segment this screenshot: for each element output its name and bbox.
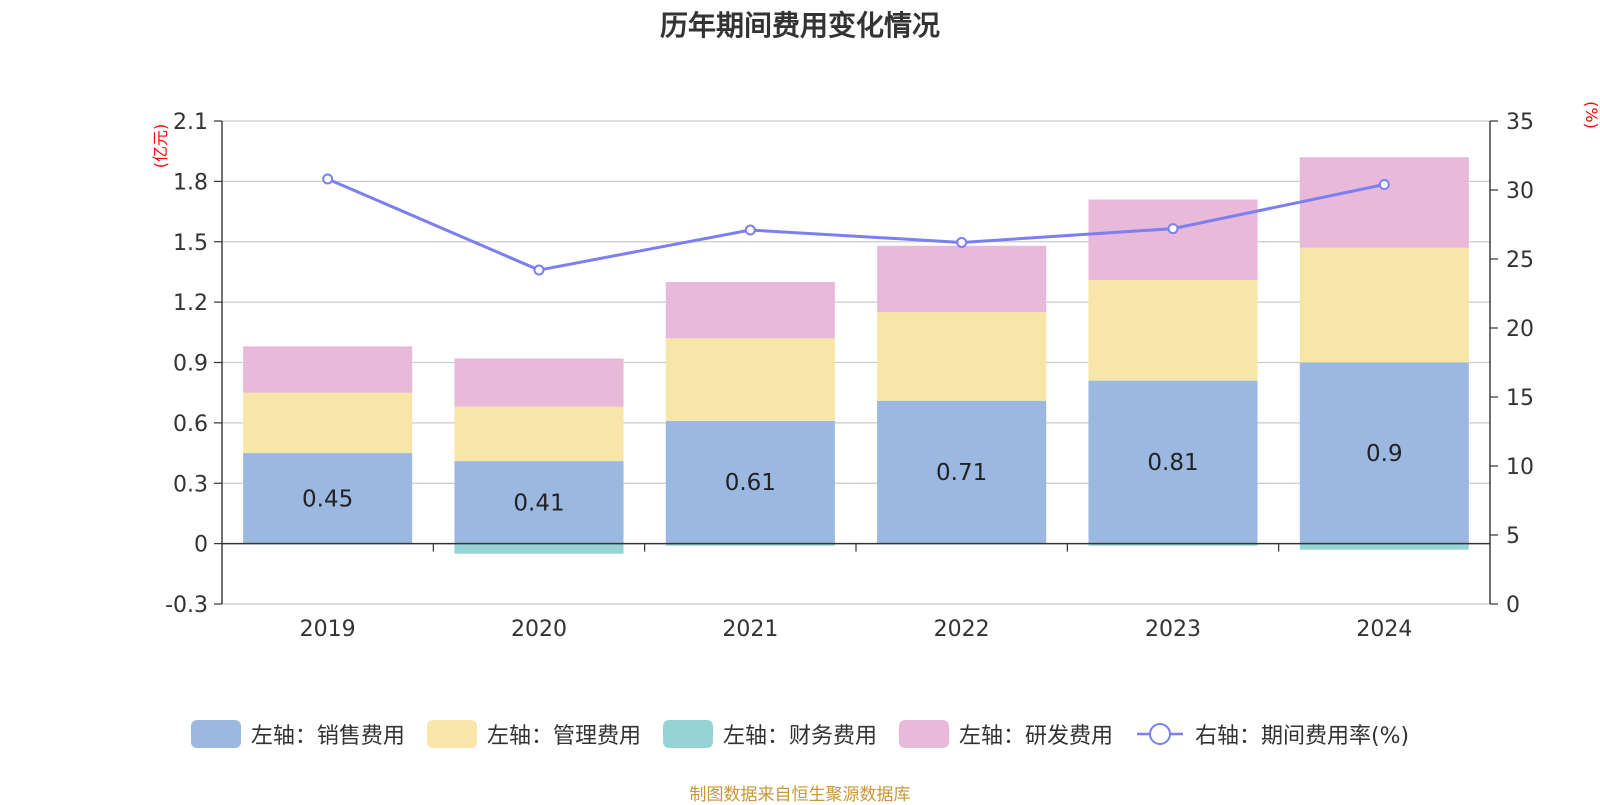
left-axis-tick-label: 0: [194, 533, 208, 558]
bar-data-label: 0.81: [1147, 450, 1198, 476]
left-axis-tick-label: 2.1: [173, 110, 208, 135]
legend-swatch: [426, 720, 477, 748]
bar-2023-series-0[interactable]: [1088, 380, 1258, 544]
right-axis-tick-label: 35: [1506, 110, 1534, 135]
legend-swatch: [190, 720, 241, 748]
bar-data-label: 0.41: [513, 490, 564, 516]
right-axis-tick-label: 15: [1506, 386, 1534, 411]
right-axis-tick-label: 20: [1506, 317, 1534, 342]
left-axis-tick-label: 1.2: [173, 291, 208, 316]
line-point-2021[interactable]: [744, 224, 756, 236]
chart-title: 历年期间费用变化情况: [659, 9, 940, 42]
line-point-2023[interactable]: [1167, 223, 1179, 235]
bar-2024-series-0[interactable]: [1299, 362, 1469, 544]
bar-data-label: 0.71: [936, 460, 987, 486]
legend-item[interactable]: 左轴：研发费用: [898, 718, 1113, 750]
bar-2024-series-2[interactable]: [1299, 543, 1469, 550]
legend-label: 左轴：财务费用: [722, 724, 877, 749]
bar-2021-series-2[interactable]: [665, 543, 835, 546]
legend-label: 左轴：研发费用: [958, 724, 1113, 749]
x-axis-tick-label: 2024: [1356, 617, 1412, 642]
x-axis-tick-label: 2022: [934, 617, 990, 642]
left-axis-unit: (亿元): [151, 124, 170, 169]
bar-2024-series-1[interactable]: [1299, 247, 1469, 363]
x-axis-tick-label: 2023: [1145, 617, 1201, 642]
bar-2020-series-1[interactable]: [454, 406, 624, 462]
right-axis-tick-label: 10: [1506, 455, 1534, 480]
bar-2023-series-1[interactable]: [1088, 279, 1258, 381]
bar-2024-series-3[interactable]: [1299, 157, 1469, 248]
left-axis-tick-label: 0.3: [173, 472, 208, 497]
x-axis-tick-label: 2020: [511, 617, 567, 642]
left-axis-tick-label: 0.9: [173, 352, 208, 377]
legend-label: 右轴：期间费用率(%): [1194, 724, 1410, 749]
left-axis-tick-label: 0.6: [173, 412, 208, 437]
legend-swatch: [898, 720, 949, 748]
bar-2019-series-0[interactable]: [243, 453, 413, 544]
left-axis-tick-label: -0.3: [165, 593, 208, 618]
chart-legend: 左轴：销售费用 左轴：管理费用 左轴：财务费用 左轴：研发费用 右轴：期间费用率(%): [0, 718, 1600, 750]
bar-data-label: 0.61: [725, 470, 776, 496]
legend-item[interactable]: 右轴：期间费用率(%): [1135, 718, 1409, 750]
legend-label: 左轴：管理费用: [486, 724, 641, 749]
bar-2022-series-3[interactable]: [877, 245, 1047, 313]
legend-swatch: [662, 720, 713, 748]
line-point-2024[interactable]: [1378, 178, 1390, 190]
legend-item[interactable]: 左轴：销售费用: [190, 718, 405, 750]
chart-plot: 2.1 1.8 1.5 1.2 0.9 0.6 0.3 0 -0.3 35 30 25 20 15 10 5 0…: [151, 101, 1600, 642]
legend-line-marker-icon: [1136, 723, 1183, 745]
left-axis-tick-label: 1.8: [173, 170, 208, 195]
line-point-2022[interactable]: [956, 236, 968, 248]
x-axis-tick-label: 2021: [722, 617, 778, 642]
right-axis-tick-label: 0: [1506, 593, 1520, 618]
bar-2020-series-2[interactable]: [454, 543, 624, 554]
bar-2022-series-1[interactable]: [877, 312, 1047, 401]
bar-2023-series-2[interactable]: [1088, 543, 1258, 546]
line-series-rate: [327, 177, 1385, 272]
right-axis-tick-label: 5: [1506, 524, 1520, 549]
source-note: 制图数据来自恒生聚源数据库: [689, 785, 911, 805]
bar-data-label: 0.45: [302, 486, 353, 512]
bar-2020-series-3[interactable]: [454, 358, 624, 407]
legend-item[interactable]: 左轴：管理费用: [426, 718, 641, 750]
left-axis-tick-label: 1.5: [173, 231, 208, 256]
bar-2020-series-0[interactable]: [454, 461, 624, 544]
line-point-2020[interactable]: [533, 264, 545, 276]
right-axis-unit: (%): [1582, 101, 1600, 129]
bar-data-label: 0.9: [1366, 441, 1403, 467]
bar-2022-series-0[interactable]: [877, 400, 1047, 544]
line-point-2019[interactable]: [322, 173, 334, 185]
legend-label: 左轴：销售费用: [250, 724, 405, 749]
right-axis-tick-label: 30: [1506, 179, 1534, 204]
legend-item[interactable]: 左轴：财务费用: [662, 718, 877, 750]
bar-2021-series-3[interactable]: [665, 282, 835, 339]
x-axis-tick-label: 2019: [300, 617, 356, 642]
bar-2021-series-1[interactable]: [665, 338, 835, 421]
bar-2023-series-3[interactable]: [1088, 199, 1258, 280]
bar-2021-series-0[interactable]: [665, 420, 835, 544]
bar-2019-series-3[interactable]: [243, 346, 413, 393]
bar-2019-series-1[interactable]: [243, 392, 413, 454]
right-axis-tick-label: 25: [1506, 248, 1534, 273]
